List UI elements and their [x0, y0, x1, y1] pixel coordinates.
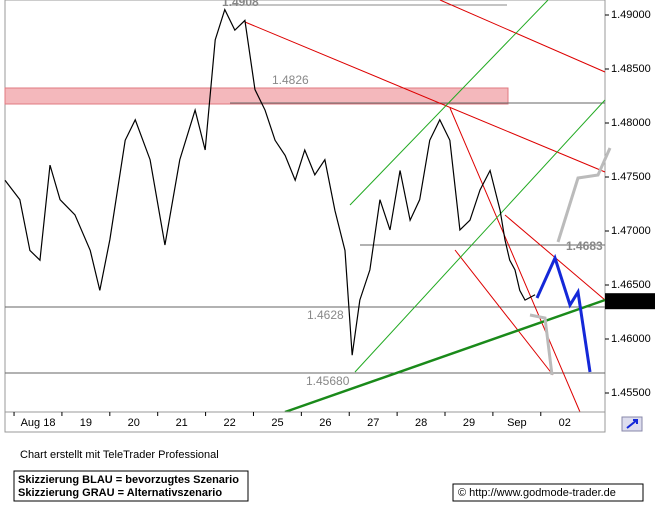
plot-area [4, 0, 606, 413]
y-tick-label: 1.46500 [611, 279, 651, 291]
x-tick-label: 02 [559, 417, 571, 429]
annotation: 1.4628 [307, 308, 344, 322]
last-price-box [605, 293, 655, 310]
legend-line: Skizzierung GRAU = Alternativszenario [18, 487, 222, 499]
scenario-gray [529, 313, 554, 376]
scenario-blue [535, 253, 592, 373]
x-tick-label: 27 [367, 417, 379, 429]
channel-line [349, 0, 549, 206]
x-tick-label: 26 [319, 417, 331, 429]
trend-line [439, 0, 606, 73]
x-tick-label: Aug 18 [21, 417, 56, 429]
annotation: 1.45680 [306, 374, 350, 388]
annotation: 1.4683 [566, 239, 603, 253]
x-tick-label: 28 [415, 417, 427, 429]
resistance-band [4, 87, 509, 105]
y-tick-label: 1.47500 [611, 171, 651, 183]
channel-line [354, 99, 606, 373]
source-box [452, 483, 644, 502]
scenario-gray [556, 147, 612, 243]
drawings [5, 0, 612, 414]
x-axis-strip [4, 411, 606, 433]
credit: Chart erstellt mit TeleTrader Profession… [20, 449, 219, 461]
trend-line [454, 249, 554, 376]
y-tick-label: 1.45500 [611, 387, 651, 399]
annotation: 1.4826 [272, 73, 309, 87]
y-tick-label: 1.48500 [611, 63, 651, 75]
x-tick-label: Sep [507, 417, 527, 429]
legend-line: Skizzierung BLAU = bevorzugtes Szenario [18, 474, 239, 486]
tool-arrow [626, 419, 638, 429]
x-tick-label: 19 [80, 417, 92, 429]
x-tick-label: 21 [176, 417, 188, 429]
trend-line [449, 107, 581, 413]
annotation: 1.4908 [222, 0, 259, 9]
legend-box [13, 470, 249, 502]
y-tick-label: 1.46000 [611, 333, 651, 345]
y-tick-label: 1.48000 [611, 117, 651, 129]
y-tick-label: 1.49000 [611, 9, 651, 21]
x-tick-label: 25 [271, 417, 283, 429]
y-tick-label: 1.47000 [611, 225, 651, 237]
support-line [284, 298, 606, 414]
price-line [4, 8, 536, 356]
source: © http://www.godmode-trader.de [458, 487, 616, 499]
x-tick-label: 20 [128, 417, 140, 429]
trend-line [244, 21, 606, 173]
last-price-label: 1.46350 [608, 295, 648, 307]
x-tick-label: 22 [223, 417, 235, 429]
x-tick-label: 29 [463, 417, 475, 429]
